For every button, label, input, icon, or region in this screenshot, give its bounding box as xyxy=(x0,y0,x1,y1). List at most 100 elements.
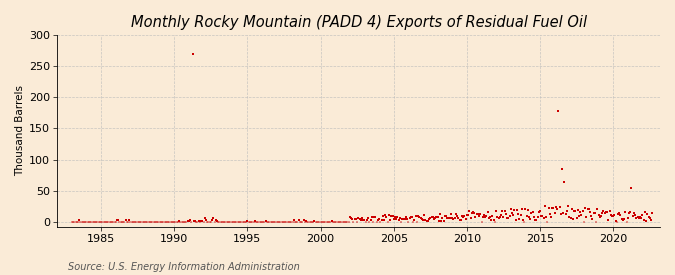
Point xyxy=(348,219,359,224)
Point xyxy=(215,219,226,224)
Point xyxy=(563,204,574,208)
Point xyxy=(124,218,134,222)
Point xyxy=(153,219,164,224)
Point xyxy=(277,219,288,224)
Point xyxy=(488,218,499,222)
Point xyxy=(557,167,568,172)
Point xyxy=(74,218,84,222)
Point xyxy=(456,214,467,219)
Point xyxy=(309,219,320,223)
Point xyxy=(92,219,103,224)
Point xyxy=(469,210,480,215)
Point xyxy=(178,219,188,224)
Point xyxy=(203,219,214,224)
Point xyxy=(514,217,524,221)
Point xyxy=(454,218,465,222)
Point xyxy=(359,218,370,222)
Point xyxy=(551,206,562,211)
Point xyxy=(282,219,293,224)
Point xyxy=(544,212,555,217)
Point xyxy=(91,219,102,224)
Point xyxy=(536,214,547,218)
Point xyxy=(324,219,335,224)
Point xyxy=(620,210,630,214)
Point xyxy=(494,214,505,219)
Point xyxy=(406,215,416,219)
Point xyxy=(99,219,110,224)
Point xyxy=(85,219,96,224)
Point xyxy=(310,219,321,224)
Point xyxy=(248,219,259,224)
Point xyxy=(258,219,269,224)
Point xyxy=(460,217,471,221)
Point xyxy=(103,219,114,224)
Point xyxy=(219,219,230,224)
Point xyxy=(459,214,470,218)
Point xyxy=(538,216,549,221)
Point xyxy=(398,217,409,221)
Point xyxy=(294,219,305,224)
Point xyxy=(433,219,444,223)
Point xyxy=(645,216,655,221)
Point xyxy=(343,219,354,224)
Point xyxy=(356,216,367,220)
Point xyxy=(352,219,362,224)
Point xyxy=(290,219,300,224)
Point xyxy=(205,219,215,224)
Point xyxy=(388,217,399,222)
Point xyxy=(140,219,151,224)
Point xyxy=(386,213,397,218)
Point xyxy=(284,219,294,224)
Point xyxy=(165,219,176,224)
Point xyxy=(444,216,455,221)
Point xyxy=(631,216,642,220)
Point xyxy=(259,219,270,224)
Point xyxy=(250,219,261,224)
Point xyxy=(202,219,213,224)
Point xyxy=(385,218,396,222)
Point xyxy=(226,219,237,224)
Point xyxy=(205,219,216,224)
Point xyxy=(368,219,379,224)
Point xyxy=(447,216,458,221)
Point xyxy=(614,211,624,215)
Point xyxy=(452,213,462,218)
Point xyxy=(492,214,503,219)
Point xyxy=(163,219,173,224)
Point xyxy=(575,210,586,214)
Point xyxy=(171,219,182,224)
Point xyxy=(255,219,266,224)
Point xyxy=(582,207,593,211)
Point xyxy=(391,217,402,222)
Point xyxy=(446,212,456,216)
Point xyxy=(479,213,489,218)
Point xyxy=(318,219,329,224)
Point xyxy=(72,219,83,224)
Point xyxy=(256,219,267,224)
Point xyxy=(173,219,184,223)
Point xyxy=(128,219,138,224)
Point xyxy=(362,218,373,222)
Point xyxy=(485,215,495,219)
Point xyxy=(442,216,453,221)
Point xyxy=(604,209,615,214)
Point xyxy=(542,219,553,224)
Point xyxy=(135,219,146,224)
Point xyxy=(113,218,124,222)
Point xyxy=(512,207,522,212)
Point xyxy=(356,218,367,222)
Point xyxy=(610,219,621,223)
Point xyxy=(618,218,628,222)
Point xyxy=(187,52,198,56)
Point xyxy=(394,218,404,222)
Point xyxy=(510,218,521,222)
Point xyxy=(117,219,128,224)
Point xyxy=(340,219,350,224)
Point xyxy=(466,210,477,215)
Point xyxy=(524,215,535,220)
Point xyxy=(297,219,308,224)
Point xyxy=(432,214,443,219)
Point xyxy=(519,219,530,224)
Point xyxy=(173,219,184,224)
Point xyxy=(90,219,101,224)
